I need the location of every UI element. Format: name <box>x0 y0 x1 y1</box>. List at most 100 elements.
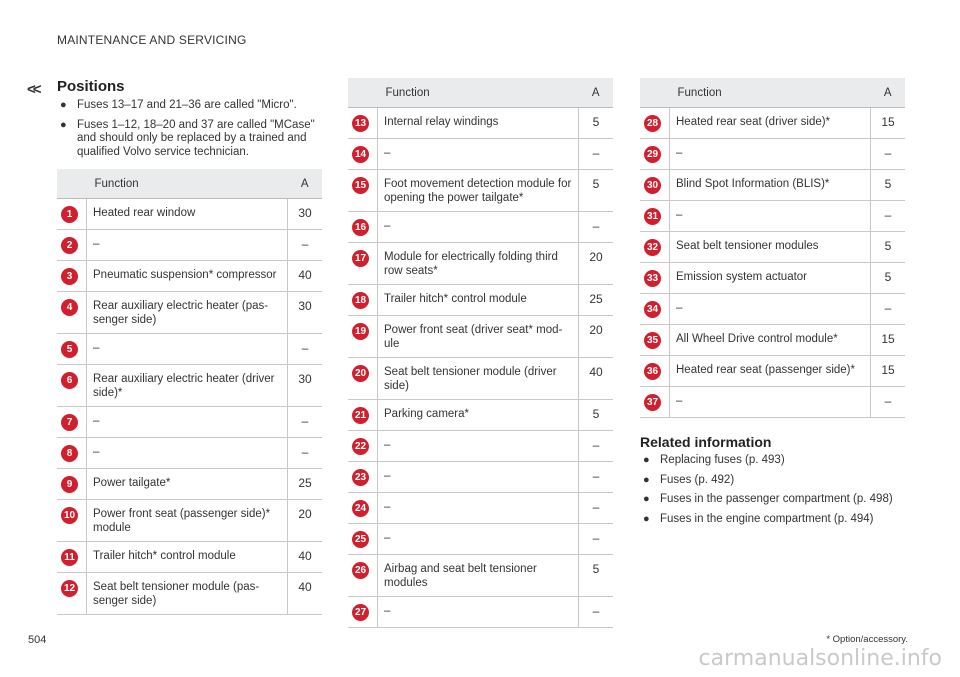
fuse-row: 22– – <box>348 430 613 462</box>
fuse-row: 3 Pneumatic suspension* compressor 40 <box>57 260 322 292</box>
function-header: Function <box>377 78 579 108</box>
bullet-text: Fuses 13–17 and 21–36 are called "Micro"… <box>77 99 297 111</box>
fuse-number-cell: 15 <box>348 169 378 212</box>
fuse-amperage: 20 <box>287 499 322 542</box>
fuse-amperage: 40 <box>287 572 322 615</box>
fuse-function: – <box>377 211 579 243</box>
fuse-number-badge: 14 <box>352 146 369 163</box>
fuse-function: Module for electrically folding third ro… <box>377 242 579 285</box>
fuse-number-badge: 27 <box>352 604 369 621</box>
amp-header: A <box>870 78 905 108</box>
fuse-amperage: 40 <box>578 357 613 400</box>
fuse-row: 6 Rear auxiliary electric heater (driver … <box>57 364 322 407</box>
fuse-function: Heated rear window <box>86 198 288 230</box>
fuse-number-badge: 32 <box>644 239 661 256</box>
related-link-item: ● Replacing fuses (p. 493) <box>640 454 905 468</box>
fuse-number-cell: 33 <box>640 262 670 294</box>
related-link[interactable]: Fuses in the passenger compartment (p. 4… <box>660 493 893 505</box>
fuse-number-badge: 6 <box>61 372 78 389</box>
fuse-table-1: Function A 1 Heated rear window 30 2– –3 Pneu… <box>57 169 322 615</box>
fuse-amperage: – <box>578 523 613 555</box>
column-left: Positions ● Fuses 13–17 and 21–36 are cal… <box>57 78 322 615</box>
fuse-row: 27– – <box>348 596 613 628</box>
fuse-number-badge: 12 <box>61 580 78 597</box>
back-chevrons-icon[interactable]: << <box>27 81 41 98</box>
fuse-row: 14– – <box>348 138 613 170</box>
fuse-function: Power tailgate* <box>86 468 288 500</box>
fuse-row: 13 Internal relay windings 5 <box>348 107 613 139</box>
fuse-number-badge: 4 <box>61 299 78 316</box>
fuse-number-cell: 19 <box>348 315 378 358</box>
fuse-number-badge: 28 <box>644 115 661 132</box>
fuse-number-badge: 22 <box>352 438 369 455</box>
fuse-number-cell: 32 <box>640 231 670 263</box>
number-header <box>57 169 87 199</box>
fuse-amperage: 40 <box>287 541 322 573</box>
fuse-row: 9 Power tailgate* 25 <box>57 468 322 500</box>
fuse-table-2: Function A 13 Internal relay windings 5 14–… <box>348 78 613 628</box>
fuse-function: Heated rear seat (driver side)* <box>669 107 871 139</box>
fuse-number-badge: 18 <box>352 292 369 309</box>
related-link[interactable]: Fuses in the engine compartment (p. 494) <box>660 512 874 525</box>
fuse-amperage: 25 <box>287 468 322 500</box>
fuse-number-badge: 31 <box>644 208 661 225</box>
fuse-row: 2– – <box>57 229 322 261</box>
fuse-function: – <box>669 138 871 170</box>
fuse-row: 34– – <box>640 293 905 325</box>
fuse-number-badge: 23 <box>352 469 369 486</box>
fuse-number-cell: 28 <box>640 107 670 139</box>
fuse-amperage: – <box>578 596 613 628</box>
fuse-number-badge: 15 <box>352 177 369 194</box>
fuse-row: 21 Parking camera* 5 <box>348 399 613 431</box>
footnote: * Option/accessory. <box>826 634 908 645</box>
fuse-number-cell: 23 <box>348 461 378 493</box>
fuse-table-2-body: 13 Internal relay windings 5 14– –15 Foot mov… <box>348 107 613 628</box>
bullet-icon: ● <box>60 118 67 131</box>
fuse-number-badge: 13 <box>352 115 369 132</box>
fuse-number-cell: 10 <box>57 499 87 542</box>
fuse-number-cell: 21 <box>348 399 378 431</box>
fuse-function: – <box>669 386 871 418</box>
fuse-row: 37– – <box>640 386 905 418</box>
fuse-amperage: – <box>578 461 613 493</box>
fuse-amperage: 5 <box>870 262 905 294</box>
fuse-number-badge: 34 <box>644 301 661 318</box>
fuse-row: 15 Foot movement detection module for ope… <box>348 169 613 212</box>
fuse-number-badge: 26 <box>352 562 369 579</box>
related-link[interactable]: Replacing fuses (p. 493) <box>660 454 785 466</box>
fuse-amperage: 30 <box>287 291 322 334</box>
fuse-row: 12 Seat belt tensioner module (pas-senger… <box>57 572 322 615</box>
fuse-amperage: – <box>578 211 613 243</box>
fuse-row: 1 Heated rear window 30 <box>57 198 322 230</box>
fuse-number-cell: 9 <box>57 468 87 500</box>
fuse-function: Seat belt tensioner module (driver side) <box>377 357 579 400</box>
fuse-function: – <box>86 406 288 438</box>
fuse-number-cell: 18 <box>348 284 378 316</box>
fuse-amperage: 5 <box>578 169 613 212</box>
fuse-row: 10 Power front seat (passenger side)* mod… <box>57 499 322 542</box>
function-header: Function <box>669 78 871 108</box>
fuse-function: Emission system actuator <box>669 262 871 294</box>
fuse-table-3-body: 28 Heated rear seat (driver side)* 15 29– –3… <box>640 107 905 418</box>
fuse-row: 25– – <box>348 523 613 555</box>
fuse-function: Pneumatic suspension* compressor <box>86 260 288 292</box>
fuse-amperage: 15 <box>870 107 905 139</box>
fuse-function: Airbag and seat belt tensioner modules <box>377 554 579 597</box>
fuse-amperage: – <box>870 293 905 325</box>
amp-header: A <box>287 169 322 199</box>
fuse-row: 32 Seat belt tensioner modules 5 <box>640 231 905 263</box>
fuse-function: – <box>377 430 579 462</box>
positions-title: Positions <box>57 78 125 95</box>
fuse-row: 26 Airbag and seat belt tensioner modules… <box>348 554 613 597</box>
fuse-number-badge: 25 <box>352 531 369 548</box>
fuse-amperage: 5 <box>578 399 613 431</box>
related-link[interactable]: Fuses (p. 492) <box>660 473 735 486</box>
amp-header: A <box>578 78 613 108</box>
fuse-number-cell: 22 <box>348 430 378 462</box>
bullet-icon: ● <box>643 454 650 466</box>
fuse-function: Seat belt tensioner modules <box>669 231 871 263</box>
fuse-row: 8– – <box>57 437 322 469</box>
fuse-table-1-body: 1 Heated rear window 30 2– –3 Pneumatic suspe… <box>57 198 322 615</box>
bullet-icon: ● <box>643 493 650 505</box>
fuse-function: – <box>86 229 288 261</box>
